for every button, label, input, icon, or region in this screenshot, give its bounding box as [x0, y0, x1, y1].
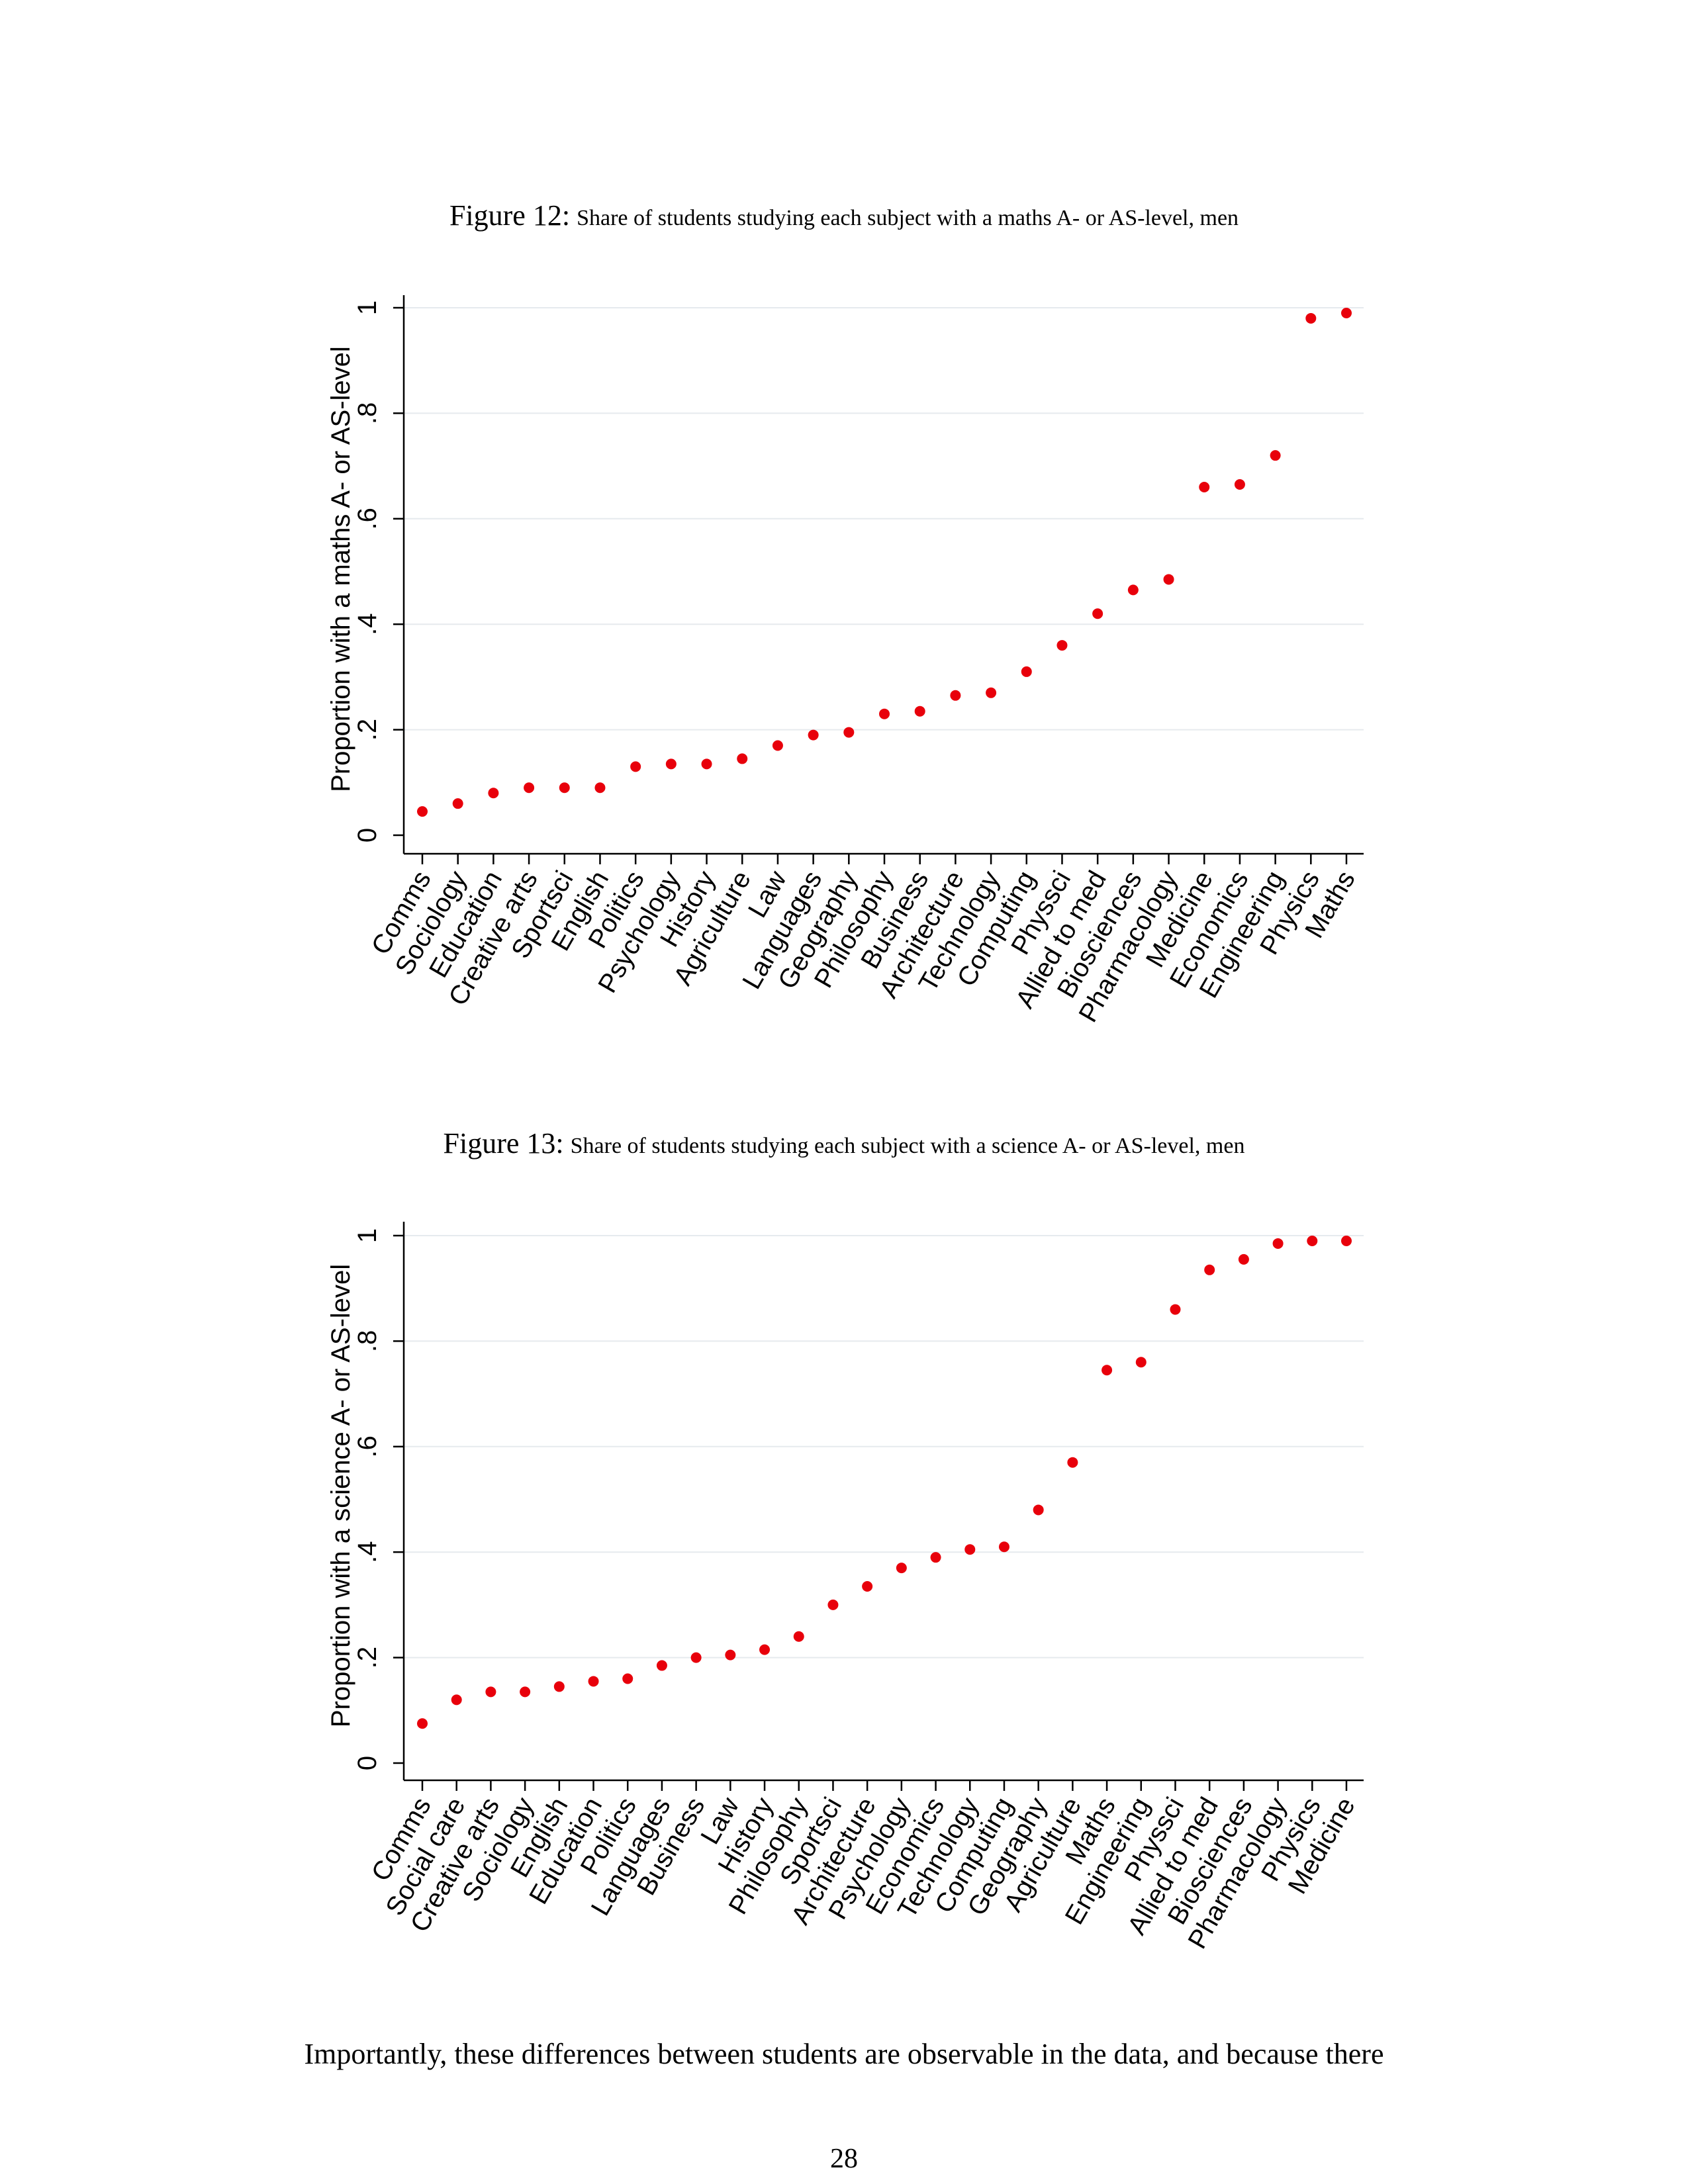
fig12-data-point	[1127, 584, 1139, 596]
body-paragraph: Importantly, these differences between s…	[304, 2038, 1384, 2070]
fig12-data-point	[417, 806, 428, 817]
fig12-data-point	[737, 753, 748, 764]
fig12-data-point	[772, 740, 783, 751]
fig13-data-point	[656, 1660, 667, 1671]
fig12-data-point	[879, 708, 890, 719]
fig12-data-point	[524, 782, 535, 794]
fig12-data-point	[1163, 574, 1174, 585]
fig13-data-point	[1135, 1357, 1147, 1368]
fig13-data-point	[1204, 1264, 1215, 1275]
fig12-data-point	[1341, 307, 1352, 318]
fig13-data-point	[896, 1563, 907, 1574]
fig13-data-point	[1272, 1238, 1284, 1249]
page-number: 28	[830, 2144, 858, 2174]
fig12-data-point	[701, 758, 712, 770]
fig12-y-tick-label: .6	[353, 508, 382, 529]
fig13-data-point	[1067, 1457, 1078, 1468]
fig12-data-point	[914, 705, 925, 717]
fig13-y-axis-title: Proportion with a science A- or AS-level	[326, 1264, 355, 1727]
fig12-y-tick-label: .2	[353, 719, 382, 741]
fig13-data-point	[827, 1599, 839, 1610]
figure-12-caption: Figure 12: Share of students studying eac…	[0, 199, 1688, 232]
figure-13-label: Figure 13:	[443, 1127, 564, 1160]
fig13-data-point	[520, 1686, 531, 1698]
fig13-data-point	[485, 1686, 496, 1698]
fig13-data-point	[1170, 1304, 1181, 1315]
fig13-data-point	[588, 1676, 599, 1687]
fig13-y-tick-label: .2	[353, 1647, 382, 1668]
fig13-data-point	[417, 1718, 428, 1729]
fig12-data-point	[1199, 481, 1210, 492]
fig13-y-tick-label: .4	[353, 1541, 382, 1563]
fig13-data-point	[1307, 1235, 1318, 1246]
fig13-data-point	[451, 1694, 462, 1706]
fig12-y-tick-label: 1	[353, 300, 382, 315]
fig12-y-tick-label: 0	[353, 828, 382, 842]
fig12-data-point	[1056, 640, 1068, 651]
fig13-y-tick-label: 1	[353, 1228, 382, 1243]
fig12-y-axis-title: Proportion with a maths A- or AS-level	[326, 346, 355, 792]
figure-12-label: Figure 12:	[449, 199, 571, 232]
fig12-data-point	[808, 729, 819, 741]
fig12-data-point	[950, 690, 961, 701]
fig12-data-point	[452, 798, 463, 809]
fig13-data-point	[1102, 1365, 1113, 1376]
fig12-data-point	[1021, 666, 1032, 677]
figure-13-chart: 0 .2 .4 .6 .8 1 Proportion with a science A- o…	[326, 1222, 1364, 1954]
fig12-data-point	[1092, 608, 1103, 619]
fig12-data-point	[665, 758, 677, 770]
fig13-y-tick-label: .8	[353, 1330, 382, 1352]
fig12-y-tick-label: .4	[353, 614, 382, 635]
fig13-data-point	[1238, 1253, 1249, 1265]
figure-12-caption-text: Share of students studying each subject …	[577, 206, 1239, 230]
fig12-data-point	[630, 761, 641, 772]
figure-13-caption: Figure 13: Share of students studying eac…	[0, 1126, 1688, 1160]
fig13-data-point	[622, 1673, 633, 1684]
fig12-y-tick-label: .8	[353, 402, 382, 424]
fig12-data-point	[559, 782, 570, 794]
fig12-data-point	[1305, 312, 1317, 324]
fig13-data-point	[964, 1544, 976, 1555]
fig13-data-point	[1033, 1504, 1044, 1516]
fig13-data-point	[759, 1644, 771, 1655]
fig12-data-point	[1270, 450, 1281, 461]
fig13-data-point	[998, 1541, 1009, 1553]
fig12-data-point	[1234, 478, 1245, 490]
fig13-data-point	[1341, 1235, 1352, 1246]
fig13-data-point	[862, 1581, 873, 1592]
fig13-data-point	[793, 1631, 804, 1642]
figure-12-chart: 0 .2 .4 .6 .8 1 Proportion with a maths A- or …	[326, 295, 1364, 1027]
fig13-data-point	[690, 1652, 702, 1663]
fig13-data-point	[725, 1649, 736, 1661]
fig12-data-point	[488, 788, 499, 799]
figure-13-caption-text: Share of students studying each subject …	[570, 1134, 1245, 1158]
fig12-data-point	[986, 687, 997, 698]
fig13-y-tick-label: 0	[353, 1756, 382, 1770]
fig13-y-tick-label: .6	[353, 1435, 382, 1457]
fig13-data-point	[930, 1552, 941, 1563]
fig13-data-point	[553, 1681, 565, 1692]
fig12-data-point	[594, 782, 606, 794]
fig12-data-point	[843, 727, 855, 738]
